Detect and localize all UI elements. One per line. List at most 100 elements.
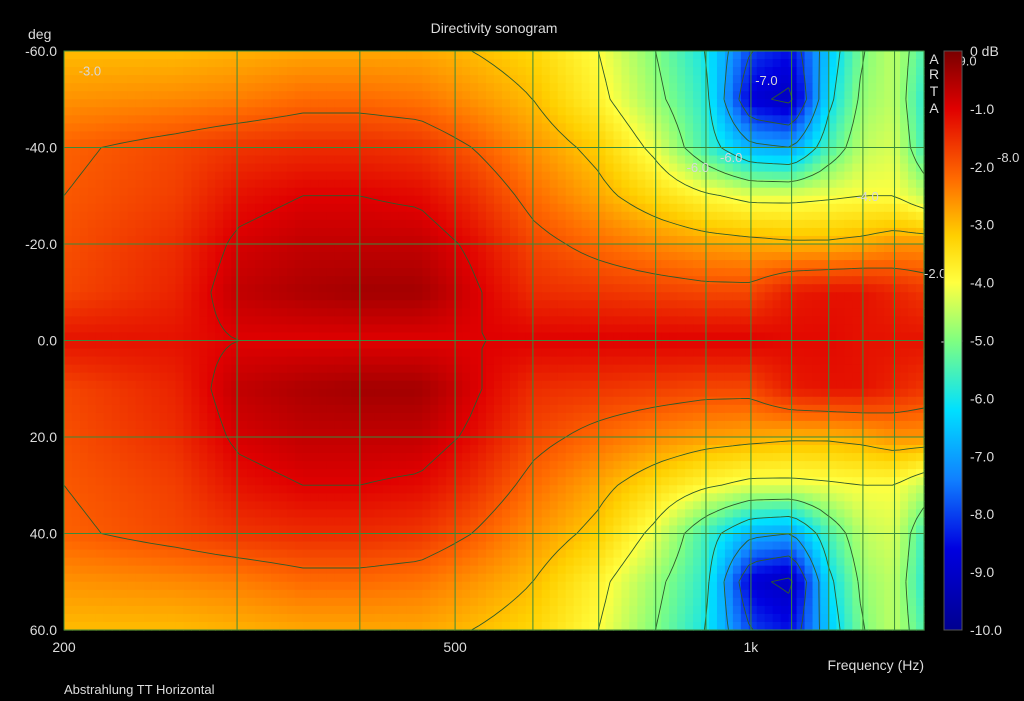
heat-cell	[724, 203, 734, 213]
heat-cell	[310, 67, 320, 76]
heat-cell	[581, 324, 591, 334]
heat-cell	[716, 195, 726, 205]
heat-cell	[581, 219, 591, 229]
heat-cell	[844, 67, 853, 76]
heat-cell	[239, 91, 248, 100]
heat-cell	[374, 163, 384, 173]
heat-cell	[175, 268, 185, 277]
heat-cell	[231, 420, 240, 430]
heat-cell	[852, 412, 861, 422]
heat-cell	[191, 276, 200, 285]
heat-cell	[724, 404, 734, 414]
heat-cell	[525, 171, 535, 181]
heat-cell	[876, 252, 885, 261]
heat-cell	[812, 227, 822, 237]
heat-cell	[279, 163, 288, 173]
heat-cell	[143, 163, 153, 173]
heat-cell	[501, 364, 511, 374]
heat-cell	[653, 324, 662, 334]
heat-cell	[541, 203, 551, 213]
heat-cell	[310, 308, 320, 317]
heat-cell	[685, 75, 694, 84]
heat-cell	[724, 235, 734, 245]
heat-cell	[860, 300, 869, 309]
heat-cell	[135, 260, 145, 269]
heat-cell	[605, 139, 615, 149]
heat-cell	[828, 396, 837, 406]
heat-cell	[310, 123, 320, 133]
heat-cell	[430, 340, 439, 350]
heat-cell	[820, 300, 830, 309]
heat-cell	[366, 115, 376, 124]
heat-cell	[302, 91, 312, 100]
heat-cell	[772, 300, 782, 309]
heat-cell	[119, 59, 129, 68]
heat-cell	[621, 59, 630, 68]
heat-cell	[868, 292, 877, 301]
heat-cell	[486, 163, 495, 173]
heat-cell	[581, 412, 591, 422]
heat-cell	[565, 340, 575, 350]
heat-cell	[501, 252, 511, 261]
heat-cell	[621, 211, 630, 221]
heat-cell	[740, 139, 750, 149]
heat-cell	[159, 244, 169, 253]
heat-cell	[247, 211, 256, 221]
heat-cell	[462, 83, 471, 92]
heat-cell	[95, 131, 105, 141]
heat-cell	[143, 316, 153, 326]
heat-cell	[422, 380, 431, 390]
heat-cell	[294, 139, 304, 149]
heat-cell	[151, 163, 161, 173]
heat-cell	[95, 107, 105, 116]
heat-cell	[64, 195, 73, 205]
heat-cell	[103, 396, 113, 406]
heat-cell	[732, 292, 742, 301]
heat-cell	[231, 203, 240, 213]
heat-cell	[438, 147, 447, 157]
heat-cell	[509, 372, 519, 382]
heat-cell	[374, 131, 384, 141]
heat-cell	[884, 356, 893, 366]
heat-cell	[724, 276, 734, 285]
heat-cell	[661, 227, 670, 237]
heat-cell	[247, 187, 256, 197]
heat-cell	[589, 404, 599, 414]
heat-cell	[709, 203, 718, 213]
heat-cell	[215, 244, 224, 253]
heat-cell	[430, 300, 439, 309]
heat-cell	[573, 300, 583, 309]
heat-cell	[422, 252, 431, 261]
heat-cell	[494, 107, 503, 116]
heat-cell	[876, 348, 885, 358]
heat-cell	[294, 155, 304, 165]
heat-cell	[454, 155, 463, 165]
heat-cell	[780, 83, 790, 92]
heat-cell	[231, 260, 240, 269]
heat-cell	[868, 268, 877, 277]
heat-cell	[494, 308, 503, 317]
heat-cell	[892, 276, 901, 285]
heat-cell	[414, 91, 423, 100]
heat-cell	[900, 99, 909, 108]
heat-cell	[350, 123, 360, 133]
heat-cell	[637, 67, 646, 76]
heat-cell	[637, 412, 646, 422]
heat-cell	[645, 324, 654, 334]
heat-cell	[629, 340, 638, 350]
heat-cell	[876, 388, 885, 398]
heat-cell	[175, 99, 185, 108]
heat-cell	[541, 380, 551, 390]
heat-cell	[135, 316, 145, 326]
heat-cell	[653, 364, 662, 374]
heat-cell	[732, 316, 742, 326]
heat-cell	[231, 227, 240, 237]
heat-cell	[549, 83, 559, 92]
heat-cell	[223, 276, 232, 285]
heat-cell	[143, 372, 153, 382]
heat-cell	[565, 372, 575, 382]
heat-cell	[788, 99, 798, 108]
heat-cell	[533, 356, 543, 366]
heat-cell	[541, 284, 551, 293]
heat-cell	[884, 195, 893, 205]
